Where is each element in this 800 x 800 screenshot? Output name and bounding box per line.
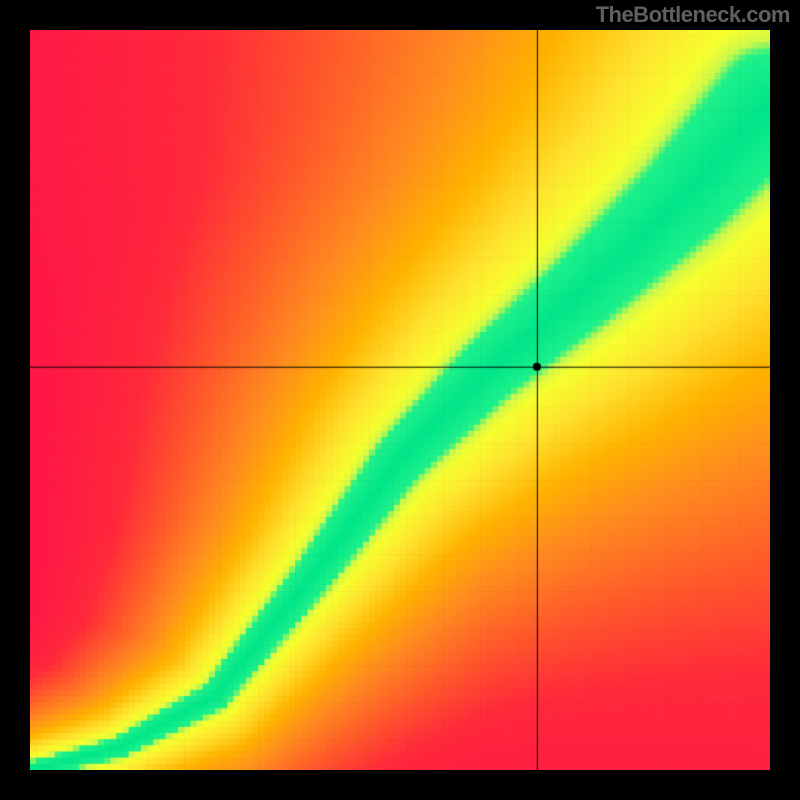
watermark-text: TheBottleneck.com [596,2,790,28]
crosshair-overlay [30,30,770,770]
chart-container: TheBottleneck.com [0,0,800,800]
